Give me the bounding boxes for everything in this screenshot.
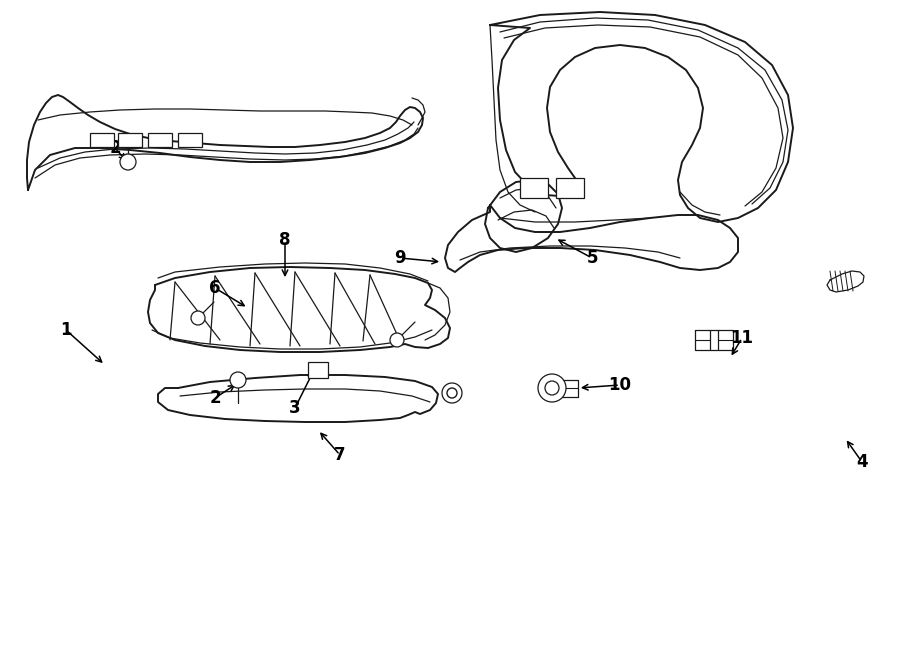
- Bar: [308, 362, 328, 378]
- Bar: [118, 133, 142, 147]
- Circle shape: [447, 388, 457, 398]
- Circle shape: [390, 333, 404, 347]
- Polygon shape: [490, 12, 793, 222]
- Polygon shape: [148, 267, 450, 352]
- Text: 3: 3: [289, 399, 301, 417]
- Bar: [520, 178, 548, 198]
- Text: 7: 7: [334, 446, 346, 464]
- Text: 4: 4: [856, 453, 868, 471]
- Text: 2: 2: [109, 139, 121, 157]
- Circle shape: [545, 381, 559, 395]
- Polygon shape: [718, 330, 733, 350]
- Circle shape: [442, 383, 462, 403]
- Polygon shape: [485, 180, 562, 252]
- Circle shape: [191, 311, 205, 325]
- Text: 1: 1: [60, 321, 72, 339]
- Circle shape: [230, 372, 246, 388]
- Polygon shape: [27, 95, 423, 190]
- Text: 11: 11: [731, 329, 753, 347]
- Text: 8: 8: [279, 231, 291, 249]
- Text: 10: 10: [608, 376, 632, 394]
- Text: 5: 5: [586, 249, 598, 267]
- Text: 6: 6: [209, 279, 220, 297]
- Text: 2: 2: [209, 389, 220, 407]
- Polygon shape: [445, 205, 738, 272]
- Bar: [178, 133, 202, 147]
- Bar: [148, 133, 172, 147]
- Bar: [90, 133, 114, 147]
- Bar: [556, 178, 584, 198]
- Polygon shape: [695, 330, 710, 350]
- Polygon shape: [827, 271, 864, 292]
- Text: 9: 9: [394, 249, 406, 267]
- Circle shape: [538, 374, 566, 402]
- Circle shape: [120, 154, 136, 170]
- Polygon shape: [158, 375, 438, 422]
